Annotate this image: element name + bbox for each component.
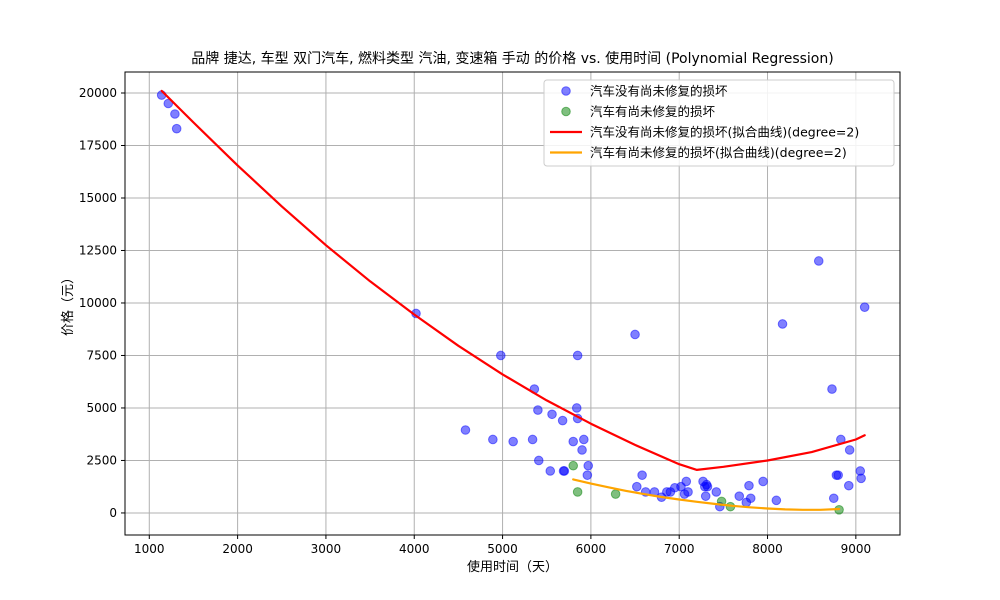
- scatter-point-series-0: [833, 470, 843, 480]
- scatter-point-series-0: [577, 445, 587, 455]
- y-tick-label: 17500: [79, 138, 117, 152]
- y-tick-label: 0: [109, 506, 117, 520]
- scatter-point-series-0: [632, 481, 642, 492]
- scatter-point-series-0: [545, 466, 556, 476]
- scatter-point-series-0: [460, 425, 471, 435]
- scatter-point-series-0: [568, 436, 579, 447]
- scatter-point-series-0: [533, 405, 543, 415]
- x-tick-label: 7000: [664, 542, 695, 556]
- scatter-point-series-0: [844, 445, 855, 455]
- scatter-point-series-0: [700, 491, 711, 501]
- scatter-point-series-1: [572, 487, 583, 497]
- scatter-point-series-0: [495, 350, 506, 361]
- scatter-point-series-0: [859, 302, 870, 312]
- scatter-point-series-0: [547, 409, 557, 420]
- x-tick-label: 4000: [399, 542, 430, 556]
- scatter-point-series-0: [828, 493, 839, 504]
- x-tick-label: 6000: [576, 542, 607, 556]
- fit-curve-series-3: [572, 478, 841, 511]
- legend-marker-damage: [561, 106, 571, 117]
- legend-box: [543, 79, 895, 167]
- scatter-point-series-0: [571, 403, 582, 413]
- chart-title: 品牌 捷达, 车型 双门汽车, 燃料类型 汽油, 变速箱 手动 的价格 vs. …: [191, 50, 833, 67]
- y-tick-label: 7500: [86, 348, 117, 362]
- plot-frame: [124, 71, 901, 536]
- scatter-point-series-0: [508, 436, 518, 447]
- y-tick-label: 20000: [79, 86, 117, 100]
- legend-label-damage-fit: 汽车有尚未修复的损坏(拟合曲线)(degree=2): [590, 145, 847, 160]
- scatter-point-series-1: [610, 489, 621, 499]
- scatter-point-series-0: [533, 455, 544, 466]
- legend-label-no-damage: 汽车没有尚未修复的损坏: [590, 84, 728, 99]
- x-tick-label: 9000: [841, 542, 872, 556]
- legend-marker-no-damage: [561, 86, 571, 96]
- scatter-point-series-0: [777, 319, 788, 329]
- scatter-point-series-0: [771, 495, 782, 506]
- plot-series: [156, 89, 870, 515]
- scatter-point-series-0: [583, 460, 594, 471]
- x-tick-label: 3000: [311, 542, 342, 556]
- y-tick-label: 12500: [79, 243, 117, 257]
- x-tick-label: 1000: [134, 542, 165, 556]
- y-axis-label: 价格（元）: [60, 271, 76, 336]
- scatter-point-series-0: [170, 109, 180, 119]
- scatter-point-series-0: [856, 473, 866, 484]
- legend: 汽车没有尚未修复的损坏 汽车有尚未修复的损坏 汽车没有尚未修复的损坏(拟合曲线)…: [543, 79, 895, 167]
- scatter-point-series-0: [579, 434, 589, 445]
- scatter-point-series-0: [734, 491, 745, 501]
- scatter-point-series-1: [568, 460, 579, 471]
- scatter-point-series-0: [527, 434, 538, 445]
- scatter-point-series-0: [637, 470, 647, 480]
- legend-label-damage: 汽车有尚未修复的损坏: [590, 104, 716, 119]
- scatter-point-series-0: [711, 487, 722, 497]
- x-tick-label: 5000: [487, 542, 518, 556]
- scatter-point-series-0: [163, 98, 174, 109]
- axis-ticks: 1000 2000 3000 4000 5000 6000 7000 8000 9000 0 250…: [79, 86, 871, 556]
- scatter-point-series-0: [582, 470, 593, 480]
- x-tick-label: 2000: [222, 542, 253, 556]
- scatter-point-series-0: [681, 476, 692, 487]
- x-axis-label: 使用时间（天）: [467, 559, 558, 575]
- scatter-point-series-0: [557, 415, 568, 426]
- scatter-point-series-0: [843, 480, 854, 491]
- scatter-point-series-0: [702, 481, 713, 492]
- scatter-point-series-0: [572, 350, 583, 361]
- scatter-point-series-0: [758, 476, 768, 487]
- x-tick-label: 8000: [752, 542, 783, 556]
- scatter-point-series-0: [745, 493, 756, 504]
- y-tick-label: 2500: [86, 453, 117, 467]
- scatter-point-series-0: [559, 466, 570, 476]
- y-tick-label: 5000: [86, 401, 117, 415]
- scatter-point-series-0: [744, 480, 754, 491]
- scatter-point-series-0: [813, 256, 824, 266]
- y-tick-label: 10000: [79, 296, 117, 310]
- scatter-point-series-0: [683, 487, 693, 497]
- scatter-point-series-0: [488, 434, 498, 445]
- scatter-point-series-0: [630, 329, 640, 340]
- scatter-point-series-0: [827, 384, 837, 394]
- legend-label-no-damage-fit: 汽车没有尚未修复的损坏(拟合曲线)(degree=2): [590, 125, 859, 140]
- fit-curve-series-2: [160, 89, 866, 471]
- y-tick-label: 15000: [79, 191, 117, 205]
- scatter-point-series-0: [171, 123, 182, 134]
